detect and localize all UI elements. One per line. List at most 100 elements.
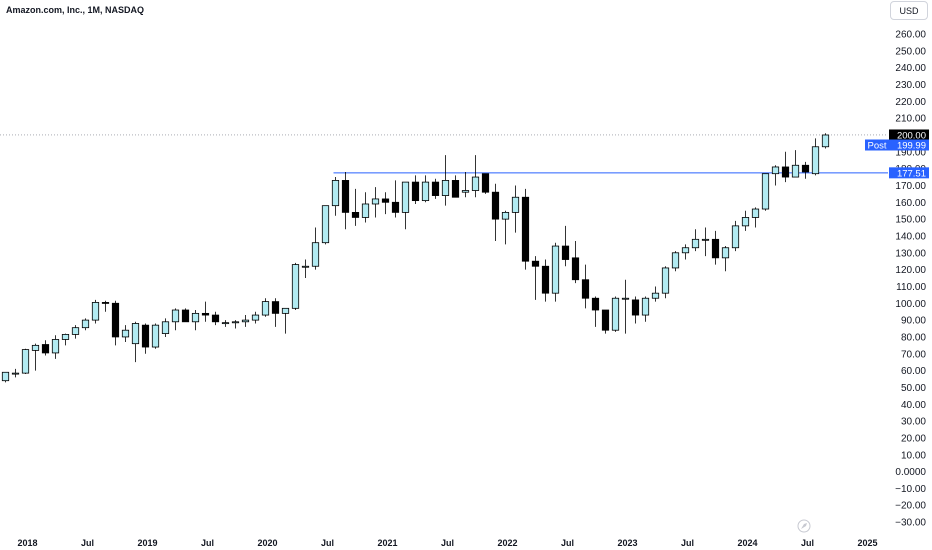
candle-body bbox=[411, 181, 420, 202]
y-tick-label: 190.00 bbox=[895, 147, 926, 158]
last-price-tag: 200.00 bbox=[897, 130, 926, 141]
candle bbox=[471, 155, 480, 198]
y-tick-label: 210.00 bbox=[895, 114, 926, 125]
candle-body bbox=[221, 322, 230, 325]
y-tick-label: 20.00 bbox=[901, 433, 926, 444]
candle bbox=[761, 173, 770, 211]
candle bbox=[511, 185, 520, 233]
candle-body bbox=[551, 245, 560, 294]
candle bbox=[41, 340, 50, 356]
candle-body bbox=[691, 238, 700, 249]
candle-body bbox=[331, 180, 340, 207]
candle bbox=[671, 251, 680, 272]
post-price-tag: 199.99 bbox=[897, 140, 926, 151]
candle bbox=[71, 325, 80, 339]
candle bbox=[701, 227, 710, 257]
candle bbox=[501, 210, 510, 245]
y-tick-label: 40.00 bbox=[901, 400, 926, 411]
candle bbox=[221, 320, 230, 327]
candle bbox=[351, 188, 360, 226]
candle bbox=[791, 150, 800, 178]
candle-body bbox=[541, 265, 550, 294]
y-tick-label: 250.00 bbox=[895, 46, 926, 57]
x-tick-label: Jul bbox=[321, 538, 334, 548]
candle bbox=[31, 343, 40, 371]
candle bbox=[781, 151, 790, 183]
x-tick-label: 2024 bbox=[737, 538, 757, 548]
candle-body bbox=[11, 372, 20, 375]
candle bbox=[531, 256, 540, 300]
candle-body bbox=[31, 344, 40, 351]
candle-body bbox=[201, 312, 210, 316]
candle bbox=[711, 230, 720, 265]
candle-body bbox=[261, 301, 270, 316]
candle bbox=[731, 220, 740, 252]
candle-body bbox=[671, 252, 680, 269]
candle bbox=[591, 296, 600, 327]
x-tick-label: 2018 bbox=[17, 538, 37, 548]
candle bbox=[191, 310, 200, 331]
candle-body bbox=[621, 297, 630, 300]
candle-body bbox=[441, 180, 450, 196]
candle-body bbox=[271, 301, 280, 314]
candle-body bbox=[231, 321, 240, 324]
candle bbox=[481, 173, 490, 194]
y-tick-label: 120.00 bbox=[895, 265, 926, 276]
y-tick-label: 30.00 bbox=[901, 417, 926, 428]
candle-body bbox=[781, 166, 790, 178]
candle-body bbox=[151, 324, 160, 348]
candle-body bbox=[661, 267, 670, 294]
x-tick-label: Jul bbox=[801, 538, 814, 548]
candle-body bbox=[681, 247, 690, 254]
candle bbox=[211, 311, 220, 326]
candle-body bbox=[511, 196, 520, 213]
candle-body bbox=[701, 238, 710, 241]
candle-body bbox=[561, 245, 570, 260]
currency-button[interactable]: USD bbox=[890, 1, 928, 20]
y-tick-label: 50.00 bbox=[901, 383, 926, 394]
y-tick-label: 140.00 bbox=[895, 231, 926, 242]
candle-body bbox=[721, 247, 730, 259]
candle bbox=[411, 175, 420, 204]
candle bbox=[261, 298, 270, 317]
x-tick-label: 2023 bbox=[617, 538, 637, 548]
candle bbox=[451, 175, 460, 198]
candle bbox=[61, 333, 70, 346]
level-price-tag-bg bbox=[889, 167, 929, 179]
y-tick-label: −10.00 bbox=[895, 484, 926, 495]
candle bbox=[121, 325, 130, 342]
chart-title: Amazon.com, Inc., 1M, NASDAQ bbox=[6, 5, 145, 15]
candle bbox=[101, 300, 110, 312]
time-axis: 2018 Jul 2019 Jul 2020 Jul 2021 Jul 2022 Jul 2023 J… bbox=[17, 538, 877, 548]
candle bbox=[641, 296, 650, 322]
y-tick-label: 90.00 bbox=[901, 316, 926, 327]
y-tick-label: 70.00 bbox=[901, 349, 926, 360]
x-tick-label: Jul bbox=[561, 538, 574, 548]
candle bbox=[751, 207, 760, 228]
candle-body bbox=[731, 225, 740, 249]
candle bbox=[601, 309, 610, 334]
candle bbox=[441, 155, 450, 206]
candle bbox=[631, 296, 640, 324]
x-tick-label: Jul bbox=[441, 538, 454, 548]
y-tick-label: 100.00 bbox=[895, 299, 926, 310]
candle bbox=[241, 315, 250, 327]
candle bbox=[391, 180, 400, 218]
candle bbox=[301, 259, 310, 279]
candle bbox=[801, 161, 810, 179]
y-tick-label: 170.00 bbox=[895, 181, 926, 192]
candle-body bbox=[301, 265, 310, 268]
candle-body bbox=[611, 297, 620, 331]
x-tick-label: 2025 bbox=[857, 538, 877, 548]
candle-body bbox=[191, 312, 200, 323]
candle bbox=[201, 301, 210, 322]
candle-body bbox=[171, 309, 180, 323]
candle bbox=[721, 246, 730, 272]
candle-body bbox=[431, 181, 440, 196]
candle bbox=[571, 241, 580, 284]
candle bbox=[521, 188, 530, 270]
candle-body bbox=[461, 190, 470, 193]
candle bbox=[681, 244, 690, 260]
candle bbox=[271, 298, 280, 327]
